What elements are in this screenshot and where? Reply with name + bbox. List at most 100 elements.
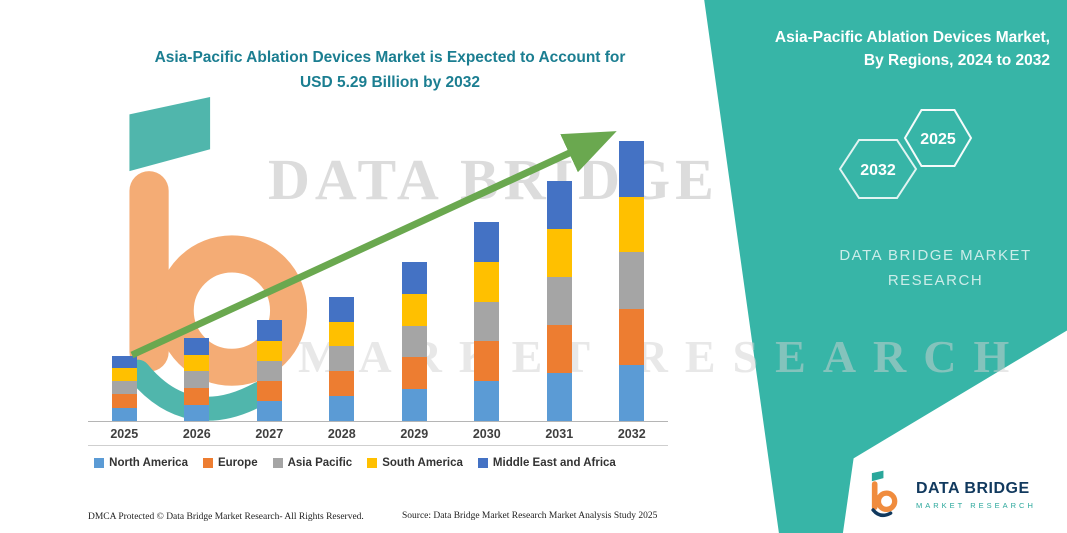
chart-title-line1: Asia-Pacific Ablation Devices Market is … xyxy=(154,49,626,66)
right-panel-heading-line1: Asia-Pacific Ablation Devices Market, xyxy=(774,29,1050,46)
stacked-bar-2027 xyxy=(256,319,282,421)
legend-swatch xyxy=(272,458,283,468)
logo-tagline: MARKET RESEARCH xyxy=(916,501,1036,511)
stacked-bar-2026 xyxy=(184,337,210,421)
legend: North America Europe Asia Pacific South Ame… xyxy=(0,457,710,469)
x-axis-label: 2026 xyxy=(182,427,211,441)
legend-label: Middle East and Africa xyxy=(492,457,616,469)
bar-segment xyxy=(401,357,427,390)
bar-segment xyxy=(474,261,500,302)
legend-swatch xyxy=(367,458,378,468)
bar-segment xyxy=(329,346,355,372)
legend-swatch xyxy=(202,458,213,468)
x-axis-label: 2029 xyxy=(400,427,429,441)
legend-item: Asia Pacific xyxy=(272,457,353,469)
bar-slot xyxy=(596,140,669,421)
legend-label: Europe xyxy=(217,457,258,469)
bar-segment xyxy=(111,394,137,408)
dmca-notice: DMCA Protected © Data Bridge Market Rese… xyxy=(88,512,364,522)
hexagon-2025 xyxy=(903,109,973,167)
bar-segment xyxy=(184,388,210,405)
x-axis-label: 2028 xyxy=(327,427,356,441)
bar-segment xyxy=(619,364,645,421)
legend-item: South America xyxy=(367,457,463,469)
legend-label: South America xyxy=(382,457,463,469)
bar-segment xyxy=(256,319,282,341)
bar-segment xyxy=(401,325,427,358)
bar-segment xyxy=(474,221,500,262)
bar-slot xyxy=(523,181,596,421)
x-axis-label: 2030 xyxy=(472,427,501,441)
bar-segment xyxy=(546,372,572,421)
source-note: Source: Data Bridge Market Research Mark… xyxy=(402,511,658,521)
bar-slot xyxy=(451,221,524,421)
bar-segment xyxy=(546,276,572,325)
bar-segment xyxy=(474,301,500,342)
legend-item: Middle East and Africa xyxy=(477,457,616,469)
stacked-bar-2032 xyxy=(619,140,645,421)
bar-segment xyxy=(256,380,282,401)
bar-segment xyxy=(256,340,282,361)
legend-label: North America xyxy=(109,457,188,469)
bar-slot xyxy=(306,297,379,421)
stacked-bar-2025 xyxy=(111,355,137,421)
hexagon-2025-label: 2025 xyxy=(920,131,956,148)
bar-segment xyxy=(256,400,282,421)
bar-segment xyxy=(329,297,355,322)
bar-segment xyxy=(184,404,210,421)
hexagon-2032 xyxy=(838,139,918,199)
x-axis-label: 2031 xyxy=(545,427,574,441)
bar-segment xyxy=(474,381,500,421)
stacked-bar-2029 xyxy=(401,262,427,421)
bar-segment xyxy=(546,229,572,277)
right-panel-brand: DATA BRIDGE MARKET RESEARCH xyxy=(828,244,1043,294)
x-axis-label: 2032 xyxy=(617,427,646,441)
chart-title: Asia-Pacific Ablation Devices Market is … xyxy=(40,46,740,96)
bar-segment xyxy=(111,381,137,395)
bar-segment xyxy=(329,396,355,421)
legend-label: Asia Pacific xyxy=(287,457,353,469)
bar-segment xyxy=(546,324,572,373)
logo-text: DATA BRIDGE MARKET RESEARCH xyxy=(916,479,1036,510)
bar-segment xyxy=(619,140,645,197)
bar-segment xyxy=(329,321,355,347)
chart-title-line2: USD 5.29 Billion by 2032 xyxy=(299,73,481,91)
data-bridge-logo-mark xyxy=(871,470,898,518)
x-axis-labels: 2025 2026 2027 2028 2029 2030 2031 2032 xyxy=(88,423,668,446)
year-hexagons: 2032 2025 xyxy=(838,109,973,199)
right-panel-heading: Asia-Pacific Ablation Devices Market, By… xyxy=(718,26,1050,73)
legend-item: Europe xyxy=(202,457,258,469)
bar-segment xyxy=(111,368,137,382)
bar-slot xyxy=(233,319,306,421)
bar-segment xyxy=(619,308,645,365)
bar-segment xyxy=(111,355,137,369)
bar-segment xyxy=(184,337,210,355)
bar-segment xyxy=(401,262,427,294)
bar-segment xyxy=(329,371,355,397)
bar-segment xyxy=(619,252,645,309)
bar-segment xyxy=(401,293,427,326)
right-panel-brand-line2: RESEARCH xyxy=(887,271,984,289)
bar-segment xyxy=(474,341,500,382)
bar-segment xyxy=(546,181,572,230)
bar-slot xyxy=(378,262,451,421)
legend-item: North America xyxy=(94,457,188,469)
x-axis-label: 2025 xyxy=(110,427,139,441)
bar-slot xyxy=(161,337,234,421)
stacked-bar-2031 xyxy=(546,181,572,421)
bar-segment xyxy=(184,354,210,372)
right-panel-heading-line2: By Regions, 2024 to 2032 xyxy=(863,52,1050,70)
stacked-bar-2028 xyxy=(329,297,355,421)
bar-segment xyxy=(619,196,645,253)
plot-area xyxy=(88,120,668,422)
bar-segment xyxy=(401,389,427,421)
x-axis-label: 2027 xyxy=(255,427,284,441)
bar-slot xyxy=(88,355,161,421)
bar-segment xyxy=(111,407,137,421)
right-panel-brand-line1: DATA BRIDGE MARKET xyxy=(839,247,1032,264)
data-bridge-logo: DATA BRIDGE MARKET RESEARCH xyxy=(862,470,1036,520)
legend-swatch xyxy=(477,458,488,468)
hexagon-2032-label: 2032 xyxy=(860,162,896,179)
logo-name: DATA BRIDGE xyxy=(916,480,1030,498)
